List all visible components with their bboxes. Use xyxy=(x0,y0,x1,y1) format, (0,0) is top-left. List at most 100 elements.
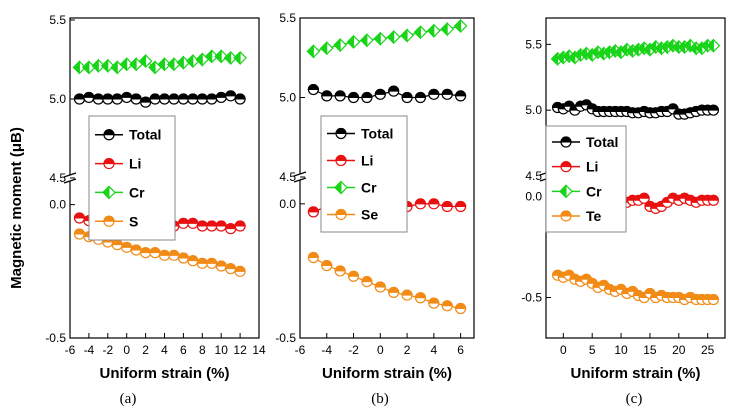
y-tick-label: 5.5 xyxy=(279,11,296,25)
marker-fill xyxy=(414,198,426,205)
data-point xyxy=(400,28,414,43)
data-point xyxy=(177,93,189,105)
marker-fill xyxy=(427,23,435,38)
data-point xyxy=(707,293,720,306)
legend-label: Li xyxy=(361,153,373,169)
data-point xyxy=(426,23,441,38)
data-point xyxy=(119,57,134,72)
marker-fill xyxy=(638,192,650,199)
x-axis-title: Uniform strain (%) xyxy=(322,365,452,382)
marker-fill xyxy=(560,136,572,143)
y-tick-label: 4.5 xyxy=(279,170,296,184)
data-point xyxy=(225,263,237,275)
data-point xyxy=(321,90,333,102)
marker-fill xyxy=(585,47,593,63)
marker-fill xyxy=(148,60,156,75)
y-tick-label: 5.5 xyxy=(525,37,542,51)
legend-label: Total xyxy=(129,127,161,143)
data-point xyxy=(103,129,115,141)
marker-fill xyxy=(441,88,453,95)
data-point xyxy=(204,49,219,64)
marker-fill xyxy=(223,50,232,66)
x-tick-label: 15 xyxy=(643,343,657,357)
axis-break-mark xyxy=(293,171,307,177)
data-point xyxy=(550,51,565,67)
data-point xyxy=(140,247,152,259)
data-point xyxy=(186,53,200,69)
x-tick-label: -6 xyxy=(295,343,306,357)
x-tick-label: 4 xyxy=(161,343,168,357)
data-point xyxy=(347,270,360,282)
marker-fill xyxy=(440,21,448,37)
data-point xyxy=(334,180,348,195)
marker-fill xyxy=(455,90,467,97)
data-point xyxy=(187,217,199,229)
data-point xyxy=(215,91,227,104)
x-tick-label: 6 xyxy=(457,343,464,357)
marker-fill xyxy=(167,57,175,72)
panel-label: (b) xyxy=(371,391,389,407)
x-tick-label: -6 xyxy=(65,343,76,357)
y-tick-label: 5.5 xyxy=(49,13,66,27)
marker-fill xyxy=(360,33,368,48)
marker-fill xyxy=(102,185,110,200)
marker-fill xyxy=(677,39,686,55)
data-point xyxy=(168,93,180,105)
data-point xyxy=(374,281,386,293)
marker-fill xyxy=(441,300,453,307)
marker-fill xyxy=(129,57,137,72)
data-point xyxy=(428,88,440,100)
marker-fill xyxy=(234,220,246,227)
data-point xyxy=(401,289,413,301)
marker-fill xyxy=(103,158,115,165)
data-point xyxy=(441,200,453,213)
data-point xyxy=(234,93,246,105)
data-point xyxy=(307,83,319,96)
marker-fill xyxy=(138,53,147,69)
data-point xyxy=(346,34,361,50)
marker-fill xyxy=(455,303,467,309)
data-point xyxy=(373,31,388,46)
x-axis-title: Uniform strain (%) xyxy=(570,365,700,382)
marker-fill xyxy=(234,93,246,100)
x-tick-label: -4 xyxy=(321,343,332,357)
marker-fill xyxy=(307,206,319,213)
data-point xyxy=(441,300,453,312)
x-axis-title: Uniform strain (%) xyxy=(99,365,229,382)
data-point xyxy=(560,136,572,148)
data-point xyxy=(225,90,237,102)
marker-fill xyxy=(401,92,413,98)
marker-fill xyxy=(195,52,203,67)
marker-fill xyxy=(649,39,657,55)
data-point xyxy=(83,91,95,104)
data-point xyxy=(307,251,319,264)
legend-label: Cr xyxy=(586,183,602,199)
data-point xyxy=(140,96,152,108)
marker-fill xyxy=(428,297,440,304)
marker-fill xyxy=(625,43,634,59)
data-point xyxy=(187,255,199,267)
data-point xyxy=(138,53,153,69)
data-point xyxy=(560,210,572,222)
data-point xyxy=(580,99,593,111)
data-point xyxy=(73,93,86,105)
marker-fill xyxy=(320,41,328,56)
data-point xyxy=(707,104,720,116)
legend-box xyxy=(545,125,627,233)
y-tick-label: 0.0 xyxy=(525,189,542,203)
marker-fill xyxy=(400,28,408,43)
marker-fill xyxy=(321,90,333,97)
panel-label: (a) xyxy=(120,391,137,407)
data-point xyxy=(167,57,181,72)
data-point xyxy=(196,220,208,232)
marker-fill xyxy=(348,270,360,277)
data-point xyxy=(215,220,227,232)
data-point xyxy=(559,184,573,199)
marker-fill xyxy=(103,215,115,222)
data-point xyxy=(455,200,467,213)
data-point xyxy=(168,249,180,261)
data-point xyxy=(100,58,115,74)
series-total xyxy=(307,83,467,104)
y-tick-label: 4.5 xyxy=(49,171,66,185)
